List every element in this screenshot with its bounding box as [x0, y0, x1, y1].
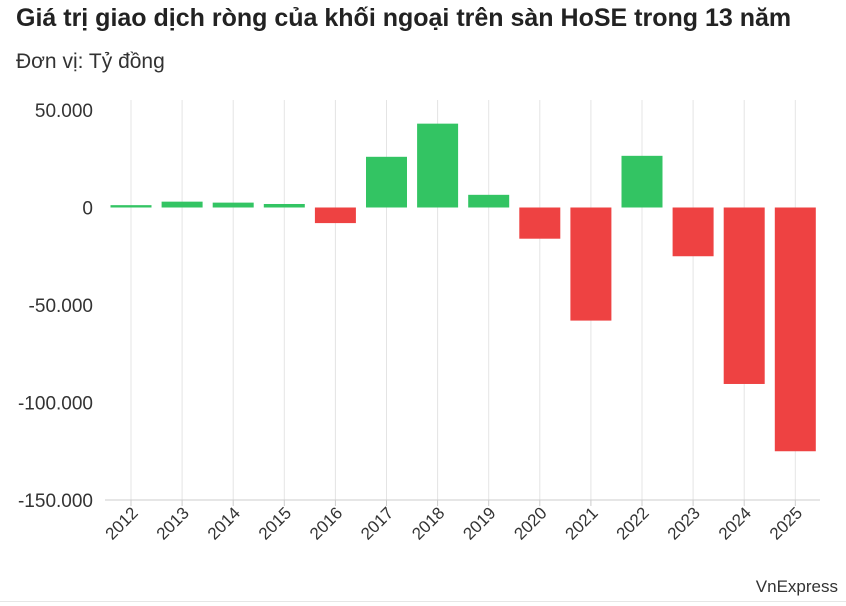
- bar-2024: [723, 207, 765, 384]
- y-tick-label: -150.000: [18, 491, 93, 512]
- bar-2023: [672, 207, 714, 257]
- bar-2018: [417, 123, 459, 208]
- x-tick-label: 2025: [766, 503, 806, 543]
- bar-2021: [570, 207, 612, 321]
- x-tick-label: 2024: [715, 503, 755, 543]
- bar-2015: [263, 203, 305, 208]
- bar-2025: [774, 207, 816, 452]
- bar-2022: [621, 155, 663, 208]
- bar-2012: [110, 205, 152, 208]
- x-axis-ticks: 2012 2013 2014 2015 2016 2017 2018 2019 2020 2021…: [102, 503, 806, 543]
- x-tick-label: 2018: [408, 503, 448, 543]
- x-tick-label: 2017: [357, 503, 397, 543]
- grid-lines: [130, 100, 796, 500]
- y-tick-label: -100.000: [18, 394, 93, 415]
- x-tick-label: 2022: [613, 503, 653, 543]
- y-tick-label: 50.000: [35, 101, 93, 122]
- x-tick-label: 2021: [562, 503, 602, 543]
- bar-2016: [314, 207, 356, 224]
- x-tick-label: 2012: [102, 503, 142, 543]
- chart-subtitle: Đơn vị: Tỷ đồng: [16, 50, 165, 73]
- bar-2014: [212, 202, 254, 208]
- bar-2020: [519, 207, 561, 239]
- bars: [110, 123, 816, 452]
- x-tick-label: 2023: [664, 503, 704, 543]
- axes: [105, 499, 820, 506]
- bar-2013: [161, 201, 203, 208]
- x-tick-label: 2020: [510, 503, 550, 543]
- chart-title: Giá trị giao dịch ròng của khối ngoại tr…: [16, 4, 792, 32]
- y-tick-label: 0: [82, 199, 93, 220]
- x-tick-label: 2016: [306, 503, 346, 543]
- y-tick-label: -50.000: [29, 296, 93, 317]
- bar-2017: [366, 156, 407, 208]
- x-tick-label: 2014: [204, 503, 244, 543]
- x-tick-label: 2015: [255, 503, 295, 543]
- source-label: VnExpress: [755, 577, 838, 596]
- bottom-divider: [0, 601, 846, 602]
- bar-2019: [468, 194, 510, 208]
- y-axis-ticks: 50.000 0 -50.000 -100.000 -150.000: [18, 101, 93, 512]
- x-tick-label: 2013: [153, 503, 193, 543]
- x-tick-label: 2019: [459, 503, 499, 543]
